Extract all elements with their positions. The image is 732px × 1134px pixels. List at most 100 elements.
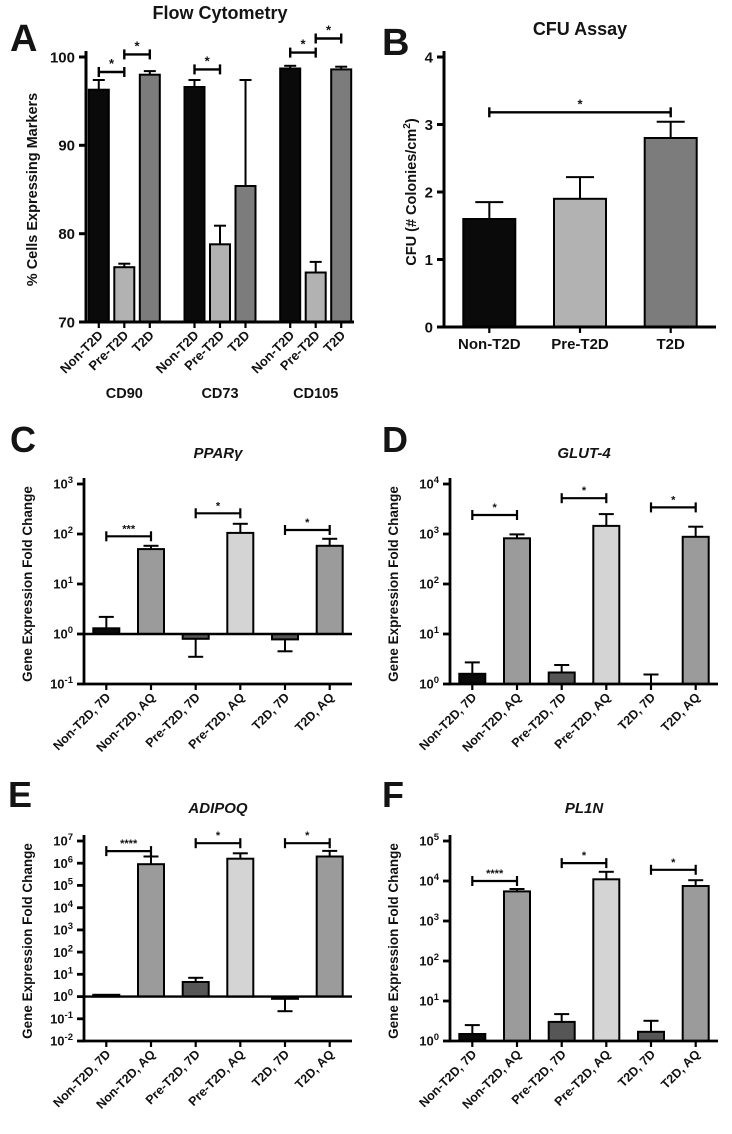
svg-text:***: *** bbox=[122, 523, 136, 535]
axes bbox=[443, 478, 718, 690]
bar-Non-T2D bbox=[279, 67, 302, 323]
svg-text:103: 103 bbox=[419, 912, 439, 929]
bar-T2D bbox=[138, 73, 161, 323]
chart-title-cfu-assay: CFU Assay bbox=[532, 19, 628, 39]
y-axis-title: CFU (# Colonies/cm2) bbox=[402, 118, 420, 266]
svg-text:T2D, 7D: T2D, 7D bbox=[615, 690, 658, 733]
bar-Pre-T2D, AQ bbox=[226, 531, 255, 635]
panel-letter-c: C bbox=[10, 419, 36, 460]
bar-Non-T2D, 7D bbox=[458, 672, 487, 686]
bar-T2D bbox=[643, 137, 698, 328]
svg-text:*: * bbox=[216, 500, 221, 512]
svg-text:0: 0 bbox=[425, 319, 433, 336]
axes bbox=[77, 478, 352, 690]
svg-text:T2D: T2D bbox=[320, 328, 348, 356]
y-axis-title: Gene Expression Fold Change bbox=[20, 486, 35, 682]
svg-text:T2D: T2D bbox=[129, 328, 157, 356]
bars-group bbox=[92, 531, 344, 641]
svg-text:101: 101 bbox=[419, 992, 439, 1009]
x-tick-labels: Non-T2DPre-T2DT2DNon-T2DPre-T2DT2DNon-T2… bbox=[57, 328, 348, 377]
svg-text:****: **** bbox=[120, 838, 138, 850]
svg-text:T2D, 7D: T2D, 7D bbox=[249, 1047, 292, 1090]
svg-text:106: 106 bbox=[53, 854, 73, 871]
svg-text:100: 100 bbox=[50, 49, 75, 66]
panel-pparg: C PPARγ 10-1 100 101 102 103 Non-T2D, 7D Non-T… bbox=[0, 420, 366, 777]
bar-T2D, AQ bbox=[681, 885, 710, 1042]
svg-text:Pre-T2D: Pre-T2D bbox=[551, 336, 609, 353]
svg-text:CD105: CD105 bbox=[293, 386, 338, 402]
svg-text:*: * bbox=[326, 23, 332, 38]
bars-group bbox=[87, 67, 353, 324]
svg-text:2: 2 bbox=[425, 184, 433, 201]
svg-text:4: 4 bbox=[425, 49, 434, 66]
svg-text:T2D, 7D: T2D, 7D bbox=[249, 690, 292, 733]
bar-T2D bbox=[234, 185, 257, 323]
svg-text:104: 104 bbox=[419, 872, 439, 889]
svg-text:10-1: 10-1 bbox=[50, 1010, 74, 1027]
panel-letter-f: F bbox=[382, 774, 404, 815]
svg-text:103: 103 bbox=[53, 475, 73, 492]
bar-Pre-T2D, 7D bbox=[547, 1020, 576, 1042]
bar-Pre-T2D, AQ bbox=[226, 857, 255, 998]
svg-text:*: * bbox=[216, 830, 221, 842]
adipoq-chart: 10-2 10-1 100 101 102 103 104 105 106 107 Non-T2D,… bbox=[20, 830, 352, 1112]
svg-text:104: 104 bbox=[419, 475, 439, 492]
y-axis-title: % Cells Expressing Markers bbox=[25, 93, 41, 286]
error-bars bbox=[464, 513, 704, 684]
bar-Pre-T2D bbox=[304, 271, 327, 323]
svg-text:*: * bbox=[134, 38, 140, 53]
svg-text:100: 100 bbox=[53, 625, 73, 642]
svg-text:*: * bbox=[582, 485, 587, 497]
svg-text:*: * bbox=[109, 56, 115, 71]
y-axis-title: Gene Expression Fold Change bbox=[386, 486, 401, 682]
y-tick-labels: 10-2 10-1 100 101 102 103 104 105 106 107 bbox=[50, 832, 74, 1048]
panel-cfu-assay: B CFU Assay 0 1 2 3 4 Non-T2D Pre-T2D T2D CFU (#… bbox=[366, 0, 732, 420]
svg-text:105: 105 bbox=[419, 832, 439, 849]
svg-text:107: 107 bbox=[53, 832, 73, 849]
svg-text:****: **** bbox=[486, 868, 504, 880]
axes bbox=[77, 835, 352, 1047]
bar-T2D, AQ bbox=[315, 855, 344, 998]
axes bbox=[79, 51, 354, 328]
error-bars bbox=[464, 870, 704, 1034]
svg-text:102: 102 bbox=[53, 943, 73, 960]
svg-text:101: 101 bbox=[419, 625, 439, 642]
svg-text:10-2: 10-2 bbox=[50, 1032, 73, 1049]
bars-group bbox=[458, 878, 710, 1043]
bar-Non-T2D, AQ bbox=[503, 890, 531, 1043]
svg-text:100: 100 bbox=[53, 988, 73, 1005]
cfu-assay-chart: 0 1 2 3 4 Non-T2D Pre-T2D T2D CFU (# Colonies/cm… bbox=[402, 49, 716, 353]
panel-pl1n: F PL1N 100 101 102 103 104 105 Non-T2D, 7D Non-… bbox=[366, 777, 732, 1134]
bar-Non-T2D, AQ bbox=[503, 537, 531, 685]
panel-flow-cytometry: A Flow Cytometry 70 80 90 100 Non-T2D Pre-T2D… bbox=[0, 0, 366, 420]
svg-text:T2D: T2D bbox=[225, 328, 253, 356]
y-tick-labels: 10-1 100 101 102 103 bbox=[50, 475, 74, 692]
chart-title-pl1n: PL1N bbox=[564, 800, 604, 817]
chart-title-glut4: GLUT-4 bbox=[557, 445, 611, 462]
panel-letter-a: A bbox=[10, 18, 38, 60]
svg-text:100: 100 bbox=[419, 1032, 439, 1049]
significance-brackets: * bbox=[488, 96, 672, 118]
bars-group bbox=[458, 524, 710, 686]
chart-title-flow-cytometry: Flow Cytometry bbox=[152, 3, 288, 23]
svg-text:70: 70 bbox=[58, 314, 75, 331]
svg-text:*: * bbox=[300, 37, 306, 52]
svg-text:*: * bbox=[577, 96, 583, 111]
bar-Non-T2D bbox=[87, 88, 110, 323]
bars-group bbox=[462, 137, 698, 329]
svg-text:1: 1 bbox=[425, 252, 433, 269]
svg-text:T2D, 7D: T2D, 7D bbox=[615, 1047, 658, 1090]
group-labels: CD90 CD73 CD105 bbox=[106, 386, 339, 402]
svg-text:CD73: CD73 bbox=[201, 386, 238, 402]
bar-T2D, AQ bbox=[681, 535, 710, 685]
bar-Pre-T2D, 7D bbox=[547, 671, 576, 685]
y-tick-labels: 70 80 90 100 bbox=[50, 49, 75, 331]
svg-text:T2D, AQ: T2D, AQ bbox=[292, 1047, 337, 1092]
significance-brackets: ****** bbox=[105, 830, 331, 857]
